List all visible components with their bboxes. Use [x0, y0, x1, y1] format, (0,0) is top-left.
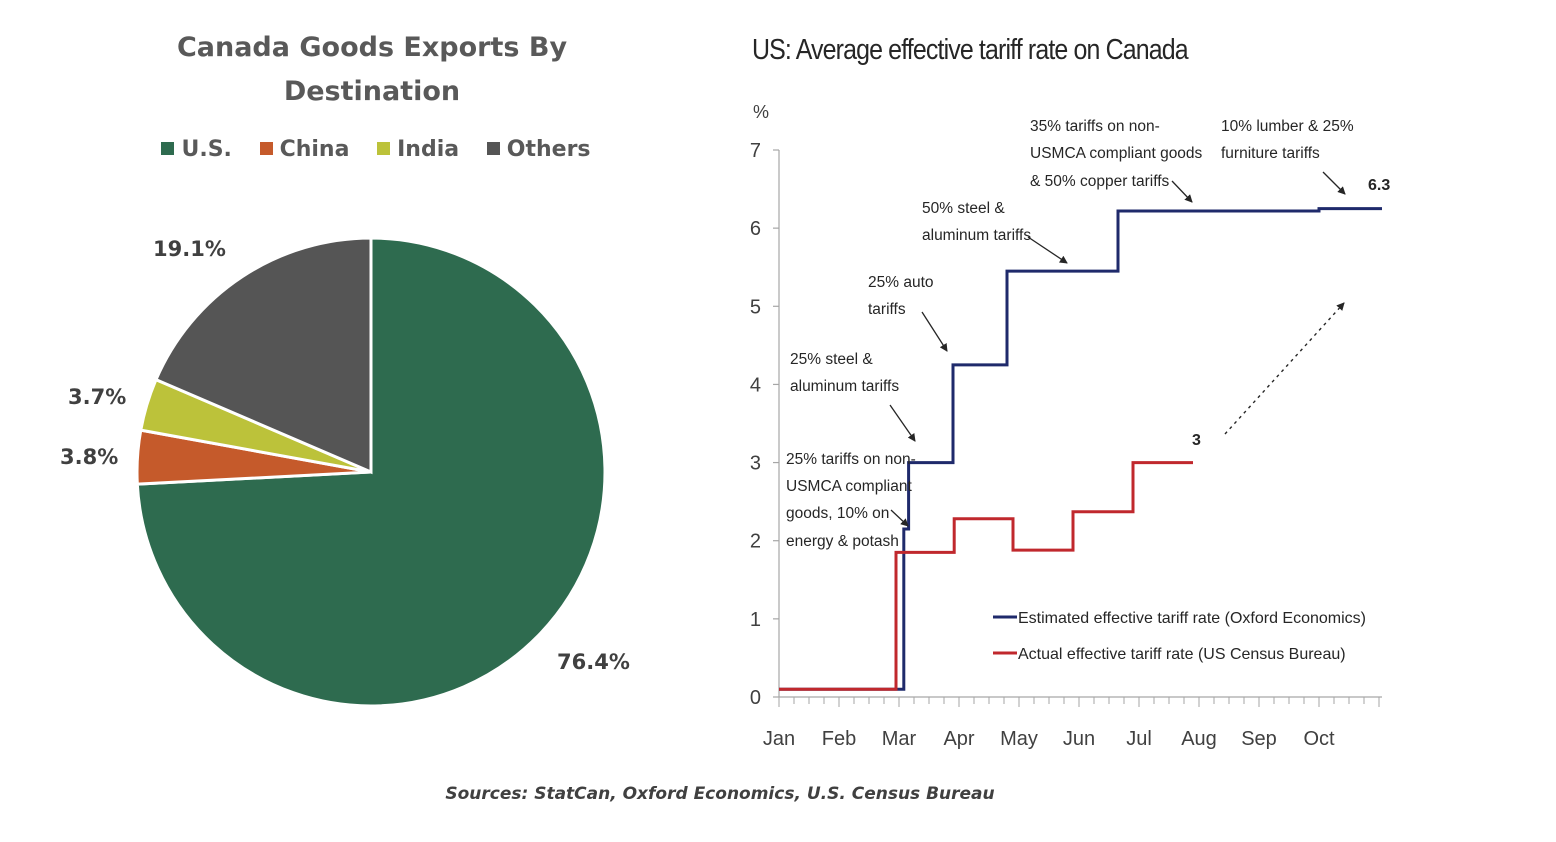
sources-note: Sources: StatCan, Oxford Economics, U.S.…: [445, 784, 995, 804]
x-tick-label-may: May: [1000, 728, 1038, 750]
annotation-1-line-1: 25% tariffs on non-: [786, 451, 916, 468]
legend-item-china: China: [259, 137, 350, 162]
series-line-estimated: [779, 207, 1382, 691]
x-tick-label-apr: Apr: [943, 728, 974, 750]
series-line-actual: [779, 461, 1193, 691]
annotation-6-line-2: furniture tariffs: [1221, 145, 1320, 162]
annotation-1-line-4: energy & potash: [786, 533, 899, 550]
legend-label-estimated: Estimated effective tariff rate (Oxford …: [1018, 610, 1366, 627]
legend-label-india: India: [397, 137, 460, 162]
pie-legend: U.S. China India Others: [0, 137, 752, 162]
pie-chart: [135, 236, 607, 708]
y-tick-label-0: 0: [750, 687, 761, 709]
annotation-1-line-2: USMCA compliant: [786, 478, 912, 495]
annotation-3-line-2: tariffs: [868, 301, 906, 318]
y-tick-label-7: 7: [750, 140, 761, 162]
annotation-1-line-3: goods, 10% on: [786, 505, 889, 522]
legend-swatch-china: [259, 142, 273, 155]
estimated-end-label: 6.3: [1368, 177, 1390, 194]
y-tick-label-6: 6: [750, 218, 761, 240]
x-tick-label-jan: Jan: [763, 728, 795, 750]
annotation-2-line-2: aluminum tariffs: [790, 378, 899, 395]
legend-label-china: China: [279, 137, 350, 162]
annotation-4: 50% steel & aluminum tariffs: [922, 200, 1031, 244]
y-tick-label-1: 1: [750, 609, 761, 631]
legend-item-india: India: [377, 137, 459, 162]
annotation-3: 25% auto tariffs: [868, 274, 934, 318]
y-tick-label-2: 2: [750, 531, 761, 553]
annotation-5: 35% tariffs on non- USMCA compliant good…: [1030, 118, 1203, 190]
legend-item-us: U.S.: [161, 137, 232, 162]
legend-swatch-others: [486, 142, 500, 155]
tariff-line-chart: % 0 1 2 3 4 5 6 7 Jan Feb Mar Apr May Jun Jul Aug Sep Oct…: [750, 102, 1390, 750]
pie-chart-title: Canada Goods Exports By Destination: [176, 32, 568, 107]
annotation-1: 25% tariffs on non- USMCA compliant good…: [786, 451, 916, 550]
annotation-4-arrow: [1027, 236, 1068, 264]
trend-dashed-arrow: [1224, 302, 1345, 435]
annotation-5-line-2: USMCA compliant goods: [1030, 145, 1203, 162]
annotation-2-arrow: [889, 404, 916, 442]
annotation-2-line-1: 25% steel &: [790, 351, 873, 368]
annotation-3-line-1: 25% auto: [868, 274, 934, 291]
x-tick-label-sep: Sep: [1241, 728, 1277, 750]
legend-item-others: Others: [486, 137, 591, 162]
annotation-5-arrow: [1171, 180, 1193, 203]
y-axis-unit: %: [753, 102, 769, 122]
y-tick-label-5: 5: [750, 296, 761, 318]
annotation-6-arrow: [1322, 171, 1346, 195]
x-tick-label-mar: Mar: [882, 728, 917, 750]
legend-swatch-us: [161, 142, 175, 155]
x-tick-label-feb: Feb: [822, 728, 856, 750]
x-tick-label-oct: Oct: [1303, 728, 1335, 750]
pie-label-india: 3.7%: [68, 385, 127, 409]
y-tick-label-3: 3: [750, 453, 761, 475]
x-tick-label-jun: Jun: [1063, 728, 1095, 750]
annotation-6-line-1: 10% lumber & 25%: [1221, 118, 1354, 135]
annotation-3-arrow: [921, 311, 948, 352]
pie-label-others: 19.1%: [153, 237, 226, 261]
annotation-5-line-1: 35% tariffs on non-: [1030, 118, 1160, 135]
pie-slice-others: [154, 236, 373, 475]
pie-label-us: 76.4%: [557, 650, 630, 674]
legend-swatch-india: [377, 142, 391, 155]
legend-label-actual: Actual effective tariff rate (US Census …: [1018, 646, 1346, 663]
y-tick-label-4: 4: [750, 374, 761, 396]
annotation-4-line-2: aluminum tariffs: [922, 227, 1031, 244]
legend-label-us: U.S.: [181, 137, 232, 162]
legend-label-others: Others: [506, 137, 591, 162]
annotation-6: 10% lumber & 25% furniture tariffs: [1221, 118, 1354, 162]
annotation-4-line-1: 50% steel &: [922, 200, 1005, 217]
annotation-2: 25% steel & aluminum tariffs: [790, 351, 899, 395]
annotation-5-line-3: & 50% copper tariffs: [1030, 173, 1170, 190]
x-tick-label-aug: Aug: [1181, 728, 1217, 750]
annotation-1-arrow: [890, 509, 909, 527]
x-tick-label-jul: Jul: [1126, 728, 1152, 750]
tariff-chart-title: US: Average effective tariff rate on Can…: [752, 34, 1189, 66]
actual-end-label: 3: [1192, 432, 1201, 449]
pie-label-china: 3.8%: [60, 445, 119, 469]
